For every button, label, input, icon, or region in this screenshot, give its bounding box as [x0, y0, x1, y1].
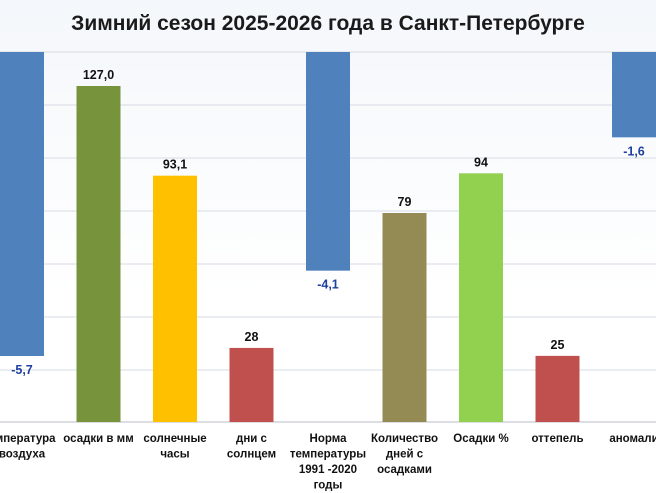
bar: [0, 52, 44, 356]
data-label: -5,7: [11, 363, 33, 377]
category-label: оттепель: [531, 433, 583, 445]
bar: [535, 355, 580, 422]
category-label: Норма температуры 1991 -2020 годы: [290, 433, 366, 492]
data-label: 25: [551, 338, 565, 352]
data-label: -4,1: [317, 278, 339, 292]
category-label: осадки в мм: [63, 433, 133, 445]
category-label: аномали: [609, 433, 656, 445]
bar: [153, 175, 197, 422]
bar: [459, 173, 503, 422]
bar: [382, 212, 427, 422]
data-label: 94: [474, 155, 488, 169]
bar: [76, 86, 121, 422]
data-label: 93,1: [163, 158, 187, 172]
bar: [229, 347, 274, 422]
category-label: емпературавоздуха: [0, 433, 56, 461]
category-label: солнечные часы: [143, 433, 206, 461]
category-label: дни с солнцем: [227, 433, 276, 461]
data-label: -1,6: [623, 144, 645, 158]
bar: [306, 52, 350, 271]
data-label: 127,0: [83, 68, 114, 82]
chart-title: Зимний сезон 2025-2026 года в Санкт-Пете…: [71, 12, 585, 35]
data-label: 79: [398, 195, 412, 209]
bar: [612, 52, 656, 138]
data-label: 28: [245, 330, 259, 344]
category-label: Количество дней с осадками: [371, 433, 438, 476]
category-label: Осадки %: [453, 433, 508, 445]
